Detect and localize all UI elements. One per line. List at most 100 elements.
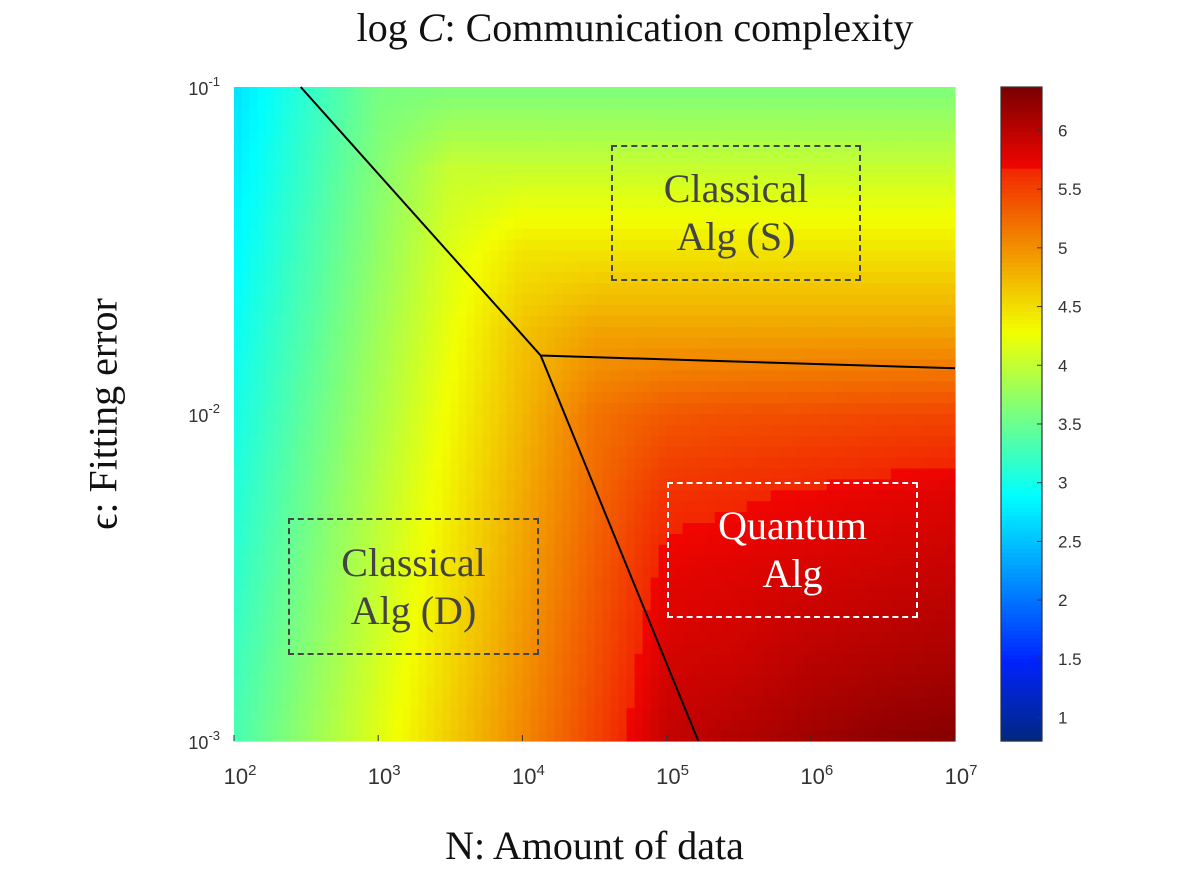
heatmap-cell (690, 196, 700, 208)
heatmap-cell (474, 577, 483, 589)
heatmap-cell (626, 108, 636, 121)
heatmap-cell (770, 523, 780, 535)
heatmap-cell (906, 512, 916, 524)
heatmap-cell (234, 621, 243, 633)
heatmap-cell (930, 468, 940, 480)
heatmap-cell (570, 250, 580, 262)
heatmap-cell (666, 97, 676, 110)
heatmap-cell (738, 163, 748, 175)
heatmap-cell (314, 403, 323, 415)
heatmap-cell (746, 239, 756, 252)
heatmap-cell (322, 392, 331, 404)
heatmap-cell (330, 686, 339, 698)
heatmap-cell (794, 479, 804, 491)
heatmap-cell (314, 686, 323, 698)
heatmap-cell (682, 479, 692, 491)
heatmap-cell (698, 108, 708, 121)
heatmap-cell (922, 294, 932, 306)
heatmap-cell (818, 337, 828, 350)
heatmap-cell (714, 424, 724, 437)
heatmap-cell (674, 130, 684, 143)
heatmap-cell (946, 632, 956, 644)
heatmap-cell (498, 512, 507, 524)
heatmap-cell (290, 315, 299, 328)
heatmap-cell (698, 272, 708, 284)
heatmap-cell (274, 610, 283, 622)
heatmap-cell (762, 250, 772, 262)
heatmap-cell (890, 424, 900, 437)
heatmap-cell (290, 675, 299, 688)
heatmap-cell (706, 174, 716, 186)
heatmap-cell (578, 370, 588, 382)
heatmap-cell (322, 599, 331, 611)
heatmap-cell (258, 566, 267, 579)
heatmap-cell (650, 228, 660, 241)
heatmap-cell (266, 381, 275, 393)
heatmap-cell (810, 468, 820, 480)
heatmap-cell (690, 523, 700, 535)
heatmap-cell (738, 119, 748, 132)
heatmap-cell (690, 97, 700, 110)
heatmap-cell (602, 621, 612, 633)
heatmap-cell (890, 228, 900, 241)
heatmap-cell (442, 239, 451, 252)
heatmap-cell (514, 326, 523, 339)
heatmap-cell (682, 632, 692, 644)
heatmap-cell (738, 479, 748, 491)
heatmap-cell (866, 533, 876, 546)
heatmap-cell (634, 217, 644, 230)
heatmap-cell (330, 632, 339, 644)
heatmap-cell (738, 206, 748, 219)
heatmap-cell (802, 250, 812, 262)
heatmap-cell (802, 130, 812, 143)
heatmap-cell (394, 217, 403, 230)
heatmap-cell (898, 621, 908, 633)
heatmap-cell (778, 610, 788, 622)
heatmap-cell (554, 599, 564, 611)
heatmap-cell (794, 675, 804, 688)
heatmap-cell (386, 675, 395, 688)
heatmap-cell (730, 490, 740, 502)
heatmap-cell (642, 381, 652, 393)
heatmap-cell (914, 370, 924, 382)
heatmap-cell (250, 348, 259, 361)
heatmap-cell (482, 577, 491, 589)
heatmap-cell (410, 446, 419, 459)
heatmap-cell (826, 196, 836, 208)
heatmap-cell (410, 435, 419, 448)
heatmap-cell (594, 337, 604, 350)
heatmap-cell (842, 305, 852, 317)
heatmap-cell (906, 141, 916, 153)
heatmap-cell (946, 544, 956, 557)
heatmap-cell (594, 348, 604, 361)
heatmap-cell (434, 468, 443, 480)
heatmap-cell (698, 228, 708, 241)
heatmap-cell (546, 315, 556, 328)
heatmap-cell (882, 294, 892, 306)
heatmap-cell (626, 675, 636, 688)
heatmap-cell (338, 250, 347, 262)
heatmap-cell (922, 141, 932, 153)
heatmap-cell (242, 642, 251, 655)
heatmap-cell (538, 185, 548, 197)
heatmap-cell (898, 512, 908, 524)
heatmap-cell (858, 228, 868, 241)
heatmap-cell (338, 315, 347, 328)
heatmap-cell (818, 261, 828, 273)
heatmap-cell (570, 130, 580, 143)
heatmap-cell (434, 653, 443, 666)
heatmap-cell (818, 108, 828, 121)
heatmap-cell (506, 523, 515, 535)
heatmap-cell (378, 479, 387, 491)
heatmap-cell (314, 424, 323, 437)
heatmap-cell (562, 479, 572, 491)
heatmap-cell (842, 185, 852, 197)
heatmap-cell (890, 250, 900, 262)
heatmap-cell (706, 130, 716, 143)
heatmap-cell (282, 675, 291, 688)
heatmap-cell (434, 686, 443, 698)
heatmap-cell (946, 468, 956, 480)
heatmap-cell (378, 370, 387, 382)
heatmap-cell (426, 174, 435, 186)
heatmap-cell (722, 326, 732, 339)
